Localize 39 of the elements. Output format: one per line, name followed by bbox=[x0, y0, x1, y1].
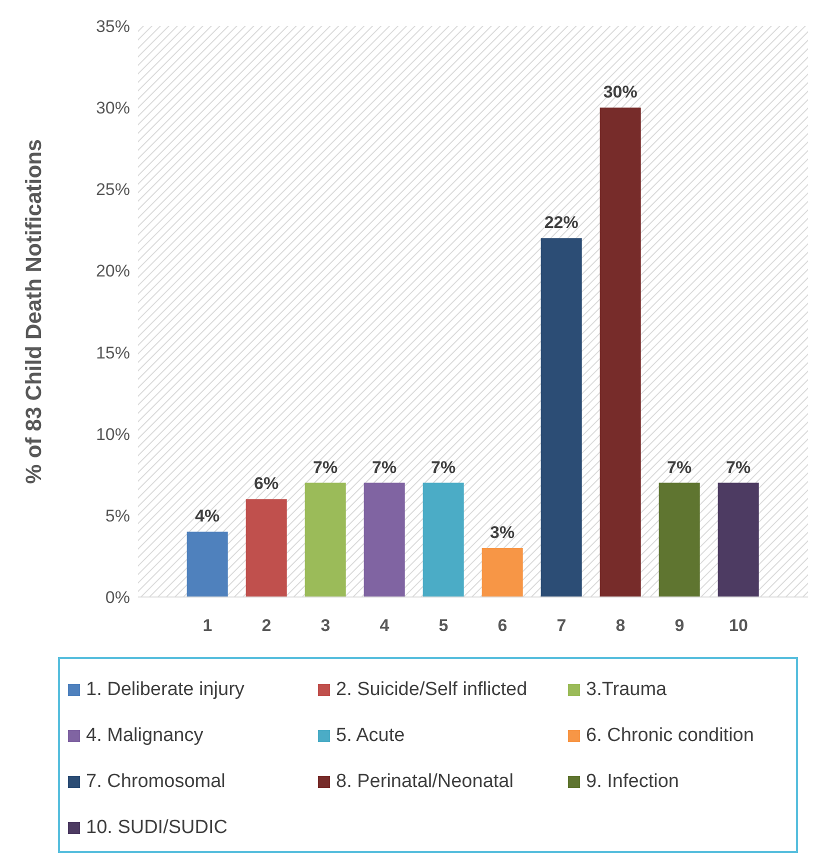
legend-label: 10. SUDI/SUDIC bbox=[86, 817, 228, 839]
data-label: 7% bbox=[667, 458, 692, 477]
data-label: 4% bbox=[195, 506, 220, 526]
legend-label: 5. Acute bbox=[336, 725, 405, 747]
y-tick-label: 20% bbox=[96, 262, 130, 281]
data-label: 7% bbox=[313, 458, 338, 477]
legend-label: 2. Suicide/Self inflicted bbox=[336, 679, 528, 701]
y-tick-label: 5% bbox=[105, 506, 130, 526]
legend-label: 9. Infection bbox=[586, 771, 679, 793]
legend-label: 8. Perinatal/Neonatal bbox=[336, 771, 514, 793]
legend-label: 4. Malignancy bbox=[86, 725, 204, 747]
x-tick-label: 1 bbox=[202, 616, 212, 636]
data-label: 7% bbox=[431, 458, 456, 477]
x-tick-label: 5 bbox=[438, 616, 448, 636]
data-label: 22% bbox=[544, 213, 578, 232]
legend-label: 6. Chronic condition bbox=[586, 725, 754, 747]
x-tick-label: 6 bbox=[498, 616, 508, 636]
data-label: 6% bbox=[254, 474, 279, 494]
y-tick-label: 0% bbox=[105, 588, 130, 608]
y-axis-title: % of 83 Child Death Notifications bbox=[20, 139, 46, 484]
x-tick-label: 8 bbox=[616, 616, 626, 636]
x-tick-label: 2 bbox=[262, 616, 272, 636]
data-label: 7% bbox=[726, 458, 751, 477]
x-tick-label: 4 bbox=[380, 616, 390, 636]
x-tick-label: 9 bbox=[674, 616, 684, 636]
x-tick-label: 3 bbox=[320, 616, 330, 636]
x-tick-label: 7 bbox=[556, 616, 566, 636]
data-label: 30% bbox=[603, 82, 638, 102]
y-tick-label: 35% bbox=[96, 17, 130, 36]
legend-label: 3.Trauma bbox=[586, 679, 667, 701]
data-label: 7% bbox=[372, 458, 397, 477]
legend-label: 1. Deliberate injury bbox=[86, 679, 244, 701]
y-tick-label: 15% bbox=[96, 343, 130, 362]
data-label: 3% bbox=[490, 523, 515, 542]
y-tick-label: 10% bbox=[96, 424, 130, 444]
legend-label: 7. Chromosomal bbox=[86, 771, 226, 793]
x-tick-label: 10 bbox=[729, 616, 748, 636]
y-tick-label: 25% bbox=[96, 180, 130, 200]
y-tick-label: 30% bbox=[96, 98, 130, 118]
